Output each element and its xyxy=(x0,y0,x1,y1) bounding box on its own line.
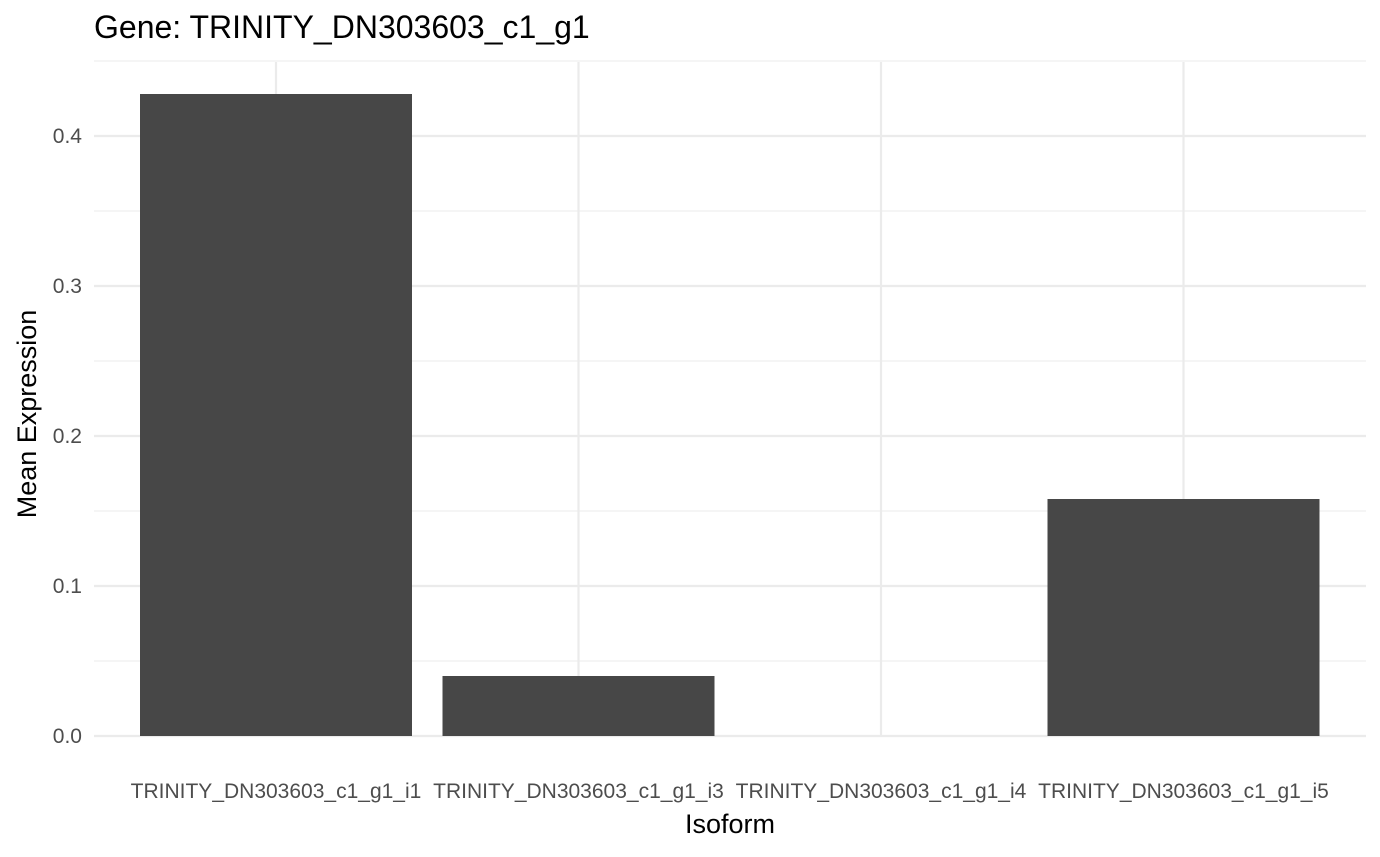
y-tick-label: 0.3 xyxy=(53,275,82,298)
chart-title: Gene: TRINITY_DN303603_c1_g1 xyxy=(94,9,590,45)
bar-TRINITY_DN303603_c1_g1_i5 xyxy=(1047,499,1320,736)
x-tick-label: TRINITY_DN303603_c1_g1_i1 xyxy=(131,780,422,803)
tick-labels-layer: 0.0 0.1 0.2 0.3 0.4 TRINITY_DN303603_c1_g1_i1… xyxy=(53,125,1329,803)
x-tick-label: TRINITY_DN303603_c1_g1_i3 xyxy=(433,780,724,803)
y-axis-title: Mean Expression xyxy=(12,310,42,519)
y-tick-label: 0.0 xyxy=(53,725,82,748)
bar-TRINITY_DN303603_c1_g1_i1 xyxy=(140,94,412,736)
x-axis-title: Isoform xyxy=(685,809,775,839)
bars-layer xyxy=(140,94,1320,736)
y-tick-label: 0.1 xyxy=(53,575,82,598)
y-tick-label: 0.2 xyxy=(53,425,82,448)
x-tick-label: TRINITY_DN303603_c1_g1_i4 xyxy=(736,780,1027,803)
bar-TRINITY_DN303603_c1_g1_i3 xyxy=(442,676,715,736)
y-tick-label: 0.4 xyxy=(53,125,83,148)
x-tick-label: TRINITY_DN303603_c1_g1_i5 xyxy=(1038,780,1329,803)
